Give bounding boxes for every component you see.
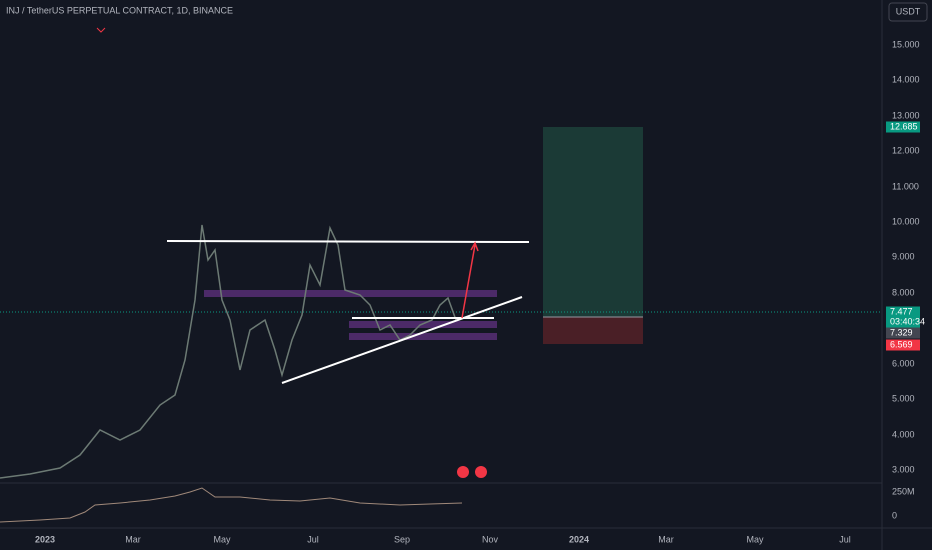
price-label: 5.000 xyxy=(892,393,915,403)
time-label: Jul xyxy=(839,534,851,544)
price-tag-bg xyxy=(886,327,920,339)
time-label: Jul xyxy=(307,534,319,544)
volume-label: 0 xyxy=(892,510,897,520)
volume-indicator xyxy=(0,487,463,523)
price-label: 10.000 xyxy=(892,216,920,226)
price-tag-bg xyxy=(886,339,920,351)
projection-arrow xyxy=(461,241,479,319)
price-tag: 7.477 xyxy=(890,306,913,316)
price-label: 12.000 xyxy=(892,145,920,155)
time-label: Mar xyxy=(658,534,674,544)
price-tag-bg xyxy=(886,316,920,328)
price-tag: 6.569 xyxy=(890,339,913,349)
price-tag: 7.329 xyxy=(890,327,913,337)
time-label: Mar xyxy=(125,534,141,544)
resistance-line xyxy=(166,240,530,243)
time-label: May xyxy=(746,534,764,544)
price-tag-bg xyxy=(886,306,920,318)
price-tag: 03:40:34 xyxy=(890,316,925,326)
currency[interactable]: USDT xyxy=(896,6,921,16)
price-tag-bg xyxy=(886,121,920,133)
support-zone xyxy=(349,333,497,340)
collapse-arrow[interactable] xyxy=(96,27,106,33)
price-tag: 12.685 xyxy=(890,121,918,131)
resistance-zone xyxy=(204,290,497,297)
price-label: 11.000 xyxy=(892,181,919,191)
price-label: 13.000 xyxy=(892,110,920,120)
target-zone xyxy=(543,127,643,317)
currency-button[interactable] xyxy=(888,2,928,22)
chart-title: INJ / TetherUS PERPETUAL CONTRACT, 1D, B… xyxy=(6,5,233,15)
event-icon[interactable] xyxy=(475,466,487,478)
price-series xyxy=(0,224,463,479)
time-label: 2023 xyxy=(35,534,55,544)
price-label: 6.000 xyxy=(892,358,915,368)
volume-label: 250M xyxy=(892,486,915,496)
time-label: 2024 xyxy=(569,534,589,544)
price-label: 4.000 xyxy=(892,429,915,439)
stop-zone xyxy=(543,317,643,344)
time-label: Sep xyxy=(394,534,410,544)
time-label: Nov xyxy=(482,534,499,544)
price-label: 9.000 xyxy=(892,251,915,261)
trend-line xyxy=(281,296,523,384)
event-icon[interactable] xyxy=(457,466,469,478)
price-label: 3.000 xyxy=(892,464,915,474)
price-label: 15.000 xyxy=(892,39,920,49)
price-label: 14.000 xyxy=(892,74,920,84)
time-label: May xyxy=(213,534,231,544)
price-label: 8.000 xyxy=(892,287,915,297)
